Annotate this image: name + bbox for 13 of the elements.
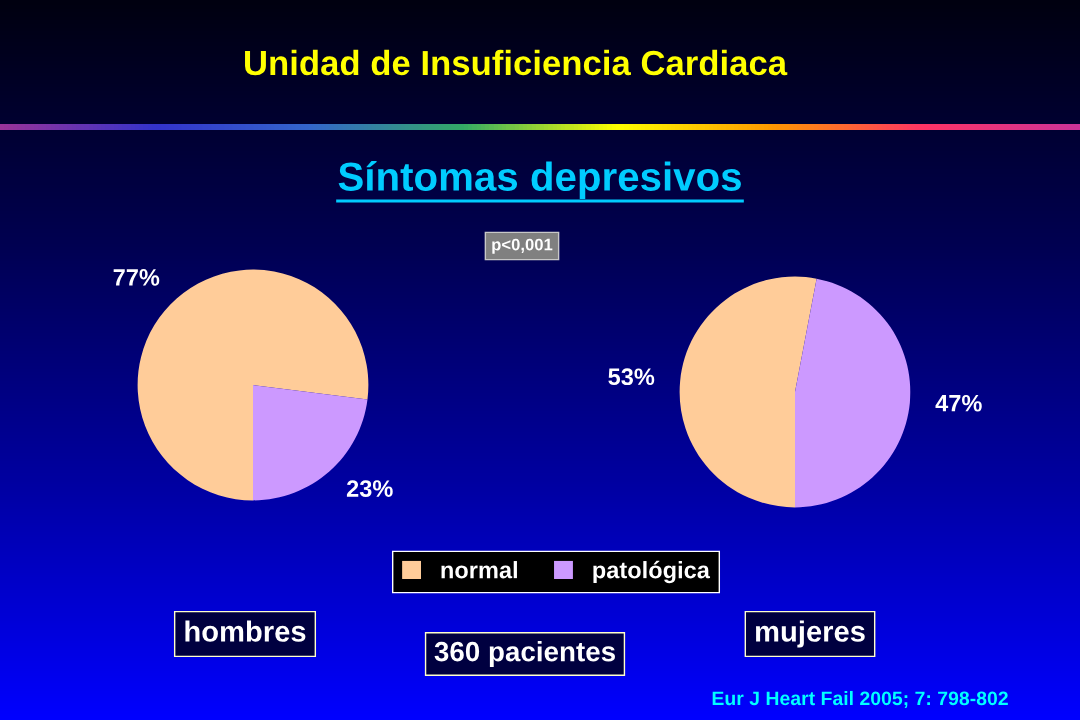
data-label: 77% [113,269,160,286]
data-label: 47% [935,394,982,412]
text: 360 pacientes [434,641,615,667]
data-label: 23% [346,480,393,497]
slice-label: hombres [185,620,306,642]
legend-label: normal [441,561,517,579]
text: Eur J Heart Fail 2005; 7: 798-802 [712,690,1008,709]
data-label: 53% [608,368,655,386]
slice-label: mujeres [755,620,865,648]
chart-subtitle: Síntomas depresivos [338,161,741,199]
legend-label: patológica [593,560,711,584]
chart-title: Unidad de Insuficiencia Cardiaca [245,49,788,76]
text: p<0,001 [492,238,553,254]
